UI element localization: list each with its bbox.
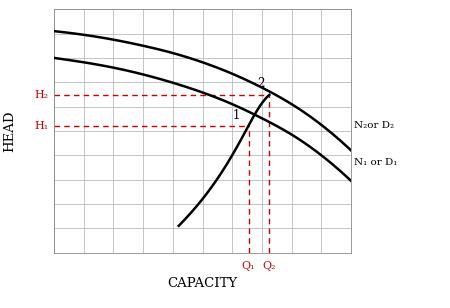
- Text: H₂: H₂: [34, 90, 48, 100]
- Text: N₁ or D₁: N₁ or D₁: [354, 158, 397, 167]
- Text: CAPACITY: CAPACITY: [167, 277, 238, 290]
- Text: 2: 2: [257, 77, 265, 90]
- Text: N₂or D₂: N₂or D₂: [354, 121, 394, 130]
- Text: Q₂: Q₂: [263, 261, 276, 271]
- Text: 1: 1: [232, 109, 240, 122]
- Text: Q₁: Q₁: [242, 261, 255, 271]
- Text: H₁: H₁: [34, 120, 48, 131]
- Text: HEAD: HEAD: [3, 110, 16, 152]
